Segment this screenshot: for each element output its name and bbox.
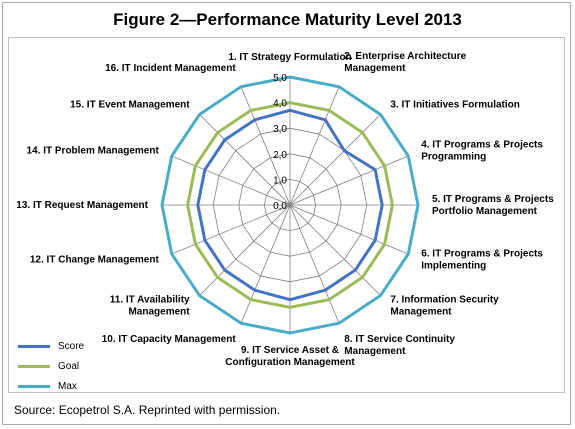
legend-label-max: Max	[58, 381, 77, 392]
category-label-10: 10. IT Capacity Management	[102, 334, 237, 345]
tick-label-0: 0,0	[273, 201, 287, 212]
radar-series	[160, 75, 420, 335]
category-label-5: 5. IT Programs & Projects Portfolio Manag…	[432, 194, 554, 217]
radar-spoke-3	[289, 114, 381, 206]
source-note: Source: Ecopetrol S.A. Reprinted with pe…	[14, 403, 281, 417]
category-label-1: 1. IT Strategy Formulation	[228, 52, 351, 63]
chart-legend: Score Goal Max	[18, 337, 118, 397]
category-label-8: 8. IT Service Continuity Management	[344, 334, 455, 357]
category-label-11: 11. IT Availability Management	[110, 294, 191, 317]
legend-label-score: Score	[58, 341, 85, 352]
tick-label-2: 2,0	[273, 150, 287, 161]
tick-label-4: 4,0	[273, 99, 287, 110]
category-label-6: 6. IT Programs & Projects Implementing	[421, 248, 543, 271]
radar-spoke-15	[199, 114, 291, 206]
radar-spoke-10	[240, 204, 291, 324]
legend-label-goal: Goal	[58, 361, 80, 372]
series-line-max	[160, 75, 420, 335]
series-line-score	[196, 108, 384, 302]
category-label-15: 15. IT Event Management	[70, 100, 190, 111]
category-label-14: 14. IT Problem Management	[27, 146, 160, 157]
category-label-3: 3. IT Initiatives Formulation	[390, 100, 519, 111]
legend-swatch-goal	[18, 364, 50, 368]
radar-spoke-7	[289, 204, 381, 296]
radar-spoke-16	[240, 86, 291, 206]
figure-title: Figure 2—Performance Maturity Level 2013	[113, 10, 462, 29]
legend-swatch-score	[18, 344, 50, 348]
legend-swatch-max	[18, 384, 50, 388]
category-label-7: 7. Information Security Management	[390, 294, 499, 317]
category-label-9: 9. IT Service Asset & Configuration Manag…	[225, 345, 355, 368]
category-label-16: 16. IT Incident Management	[105, 63, 236, 74]
category-label-2: 2. Enterprise Architecture Management	[344, 51, 466, 74]
tick-label-5: 5,0	[273, 73, 287, 84]
radar-spoke-12	[171, 204, 291, 255]
tick-label-3: 3,0	[273, 124, 287, 135]
legend-item-max: Max	[18, 377, 118, 397]
radar-spoke-14	[171, 155, 291, 206]
radar-spoke-4	[289, 155, 409, 206]
radar-spoke-6	[289, 204, 409, 255]
legend-item-goal: Goal	[18, 357, 118, 377]
category-label-13: 13. IT Request Management	[16, 200, 148, 211]
category-label-4: 4. IT Programs & Projects Programming	[421, 140, 543, 163]
radar-spokes	[162, 77, 418, 333]
tick-label-1: 1,0	[273, 175, 287, 186]
series-line-goal	[186, 101, 394, 309]
radar-spoke-2	[289, 86, 340, 206]
legend-item-score: Score	[18, 337, 118, 357]
radar-spoke-11	[199, 204, 291, 296]
category-label-12: 12. IT Change Management	[30, 254, 160, 265]
radar-spoke-8	[289, 204, 340, 324]
radar-ticks: 0,0 1,0 2,0 3,0 4,0 5,0	[273, 73, 287, 212]
